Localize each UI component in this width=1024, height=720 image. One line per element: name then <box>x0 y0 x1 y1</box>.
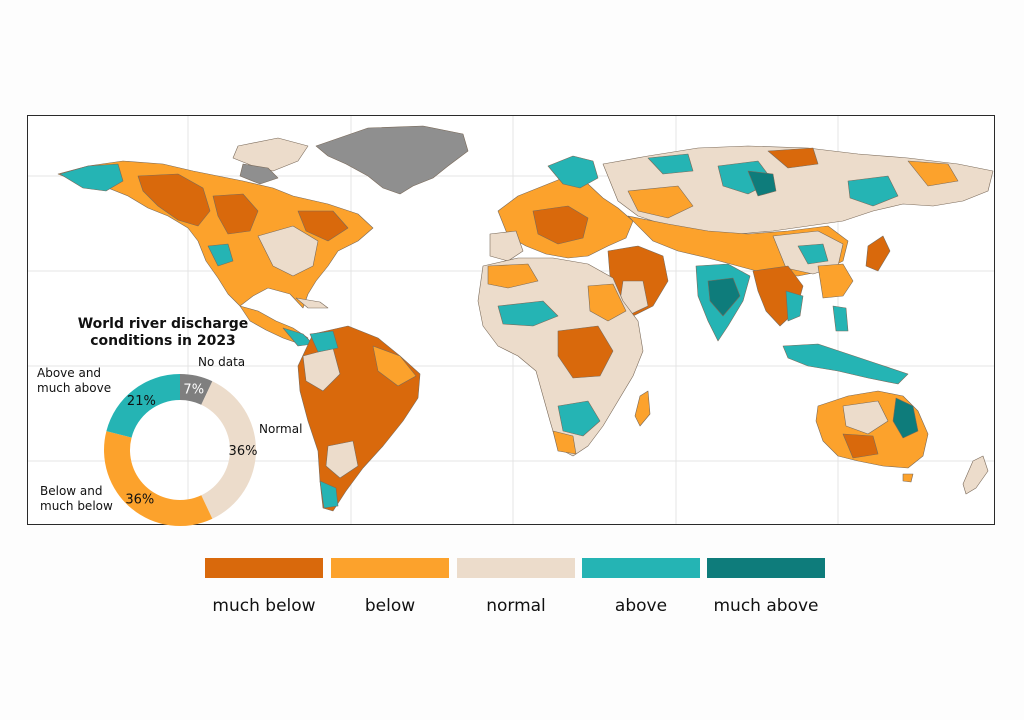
legend-label-much-below: much below <box>212 596 316 616</box>
siberia-below <box>627 185 694 219</box>
sa-above <box>309 330 339 353</box>
siberia-much-below <box>767 147 819 169</box>
east-africa-below <box>587 283 627 322</box>
sahel-above <box>497 300 559 327</box>
sa-normal-2 <box>325 440 359 479</box>
scandinavia-above <box>547 155 599 189</box>
india-much-above <box>707 277 741 317</box>
donut-value-normal: 36% <box>229 444 258 459</box>
far-east-above <box>847 175 899 207</box>
siberia-above-2 <box>647 153 694 175</box>
sea-above <box>785 290 804 322</box>
legend-item-below: below <box>331 558 449 616</box>
australia-much-above <box>892 397 919 439</box>
legend-swatch-much-below <box>205 558 323 578</box>
map-canvas <box>28 116 994 524</box>
southern-africa-below <box>552 430 577 455</box>
iberia <box>489 230 524 262</box>
legend-swatch-much-above <box>707 558 825 578</box>
europe-much-below <box>532 205 589 245</box>
na-much-below-3 <box>297 210 349 242</box>
legend-swatch-normal <box>457 558 575 578</box>
new-zealand <box>962 455 989 495</box>
legend-item-much-below: much below <box>205 558 323 616</box>
donut-slice-above-and-much-above <box>106 374 180 438</box>
central-africa-much-below <box>557 325 614 379</box>
madagascar <box>634 390 651 427</box>
greenland-no-data <box>315 125 469 195</box>
map-legend: much below below normal above much above <box>205 558 827 622</box>
southern-africa-above <box>557 400 601 437</box>
legend-item-above: above <box>582 558 700 616</box>
na-much-below-2 <box>212 193 259 235</box>
siberia-much-above <box>747 170 777 197</box>
donut-value-no-data: 7% <box>183 383 204 398</box>
arctic-islands <box>232 137 309 172</box>
indonesia <box>782 343 909 385</box>
legend-swatch-above <box>582 558 700 578</box>
na-normal <box>257 225 319 277</box>
africa-below <box>487 263 539 289</box>
legend-label-above: above <box>614 596 668 616</box>
australia-normal <box>842 400 889 435</box>
sa-above-south <box>319 480 339 509</box>
far-east-below <box>907 160 959 187</box>
japan <box>865 235 891 272</box>
donut-slice-below-and-much-below <box>104 431 213 526</box>
australia-much-below <box>842 433 879 459</box>
donut-slice-no-data <box>180 374 213 405</box>
donut-slice-normal <box>201 381 256 519</box>
donut-title-line-1: World river discharge <box>77 316 249 332</box>
caribbean <box>295 297 329 309</box>
legend-swatch-below <box>331 558 449 578</box>
east-asia <box>817 263 854 299</box>
legend-label-normal: normal <box>486 596 546 616</box>
donut-title-line-2: conditions in 2023 <box>90 333 236 349</box>
slice-label-normal: Normal <box>259 422 303 436</box>
na-above <box>207 243 234 267</box>
china-above <box>797 243 829 265</box>
slice-label-above: Above and much above <box>37 366 112 395</box>
tasmania <box>902 473 914 483</box>
donut-value-below-and-much-below: 36% <box>125 493 154 508</box>
legend-label-much-above: much above <box>713 596 819 616</box>
donut-chart: 7% 36% 36% 21% <box>104 374 258 526</box>
legend-item-normal: normal <box>457 558 575 616</box>
legend-label-below: below <box>364 596 416 616</box>
donut-value-above-and-much-above: 21% <box>127 394 156 409</box>
slice-label-below: Below and much below <box>40 484 113 513</box>
arctic-islands-2 <box>239 163 279 185</box>
world-map <box>27 115 995 525</box>
slice-label-no-data: No data <box>198 355 246 369</box>
donut-title: World river discharge conditions in 2023 <box>48 316 278 350</box>
sa-below <box>372 345 417 387</box>
na-much-below <box>137 173 211 227</box>
legend-item-much-above: much above <box>707 558 825 616</box>
alaska-above <box>59 163 124 192</box>
philippines <box>832 305 849 332</box>
